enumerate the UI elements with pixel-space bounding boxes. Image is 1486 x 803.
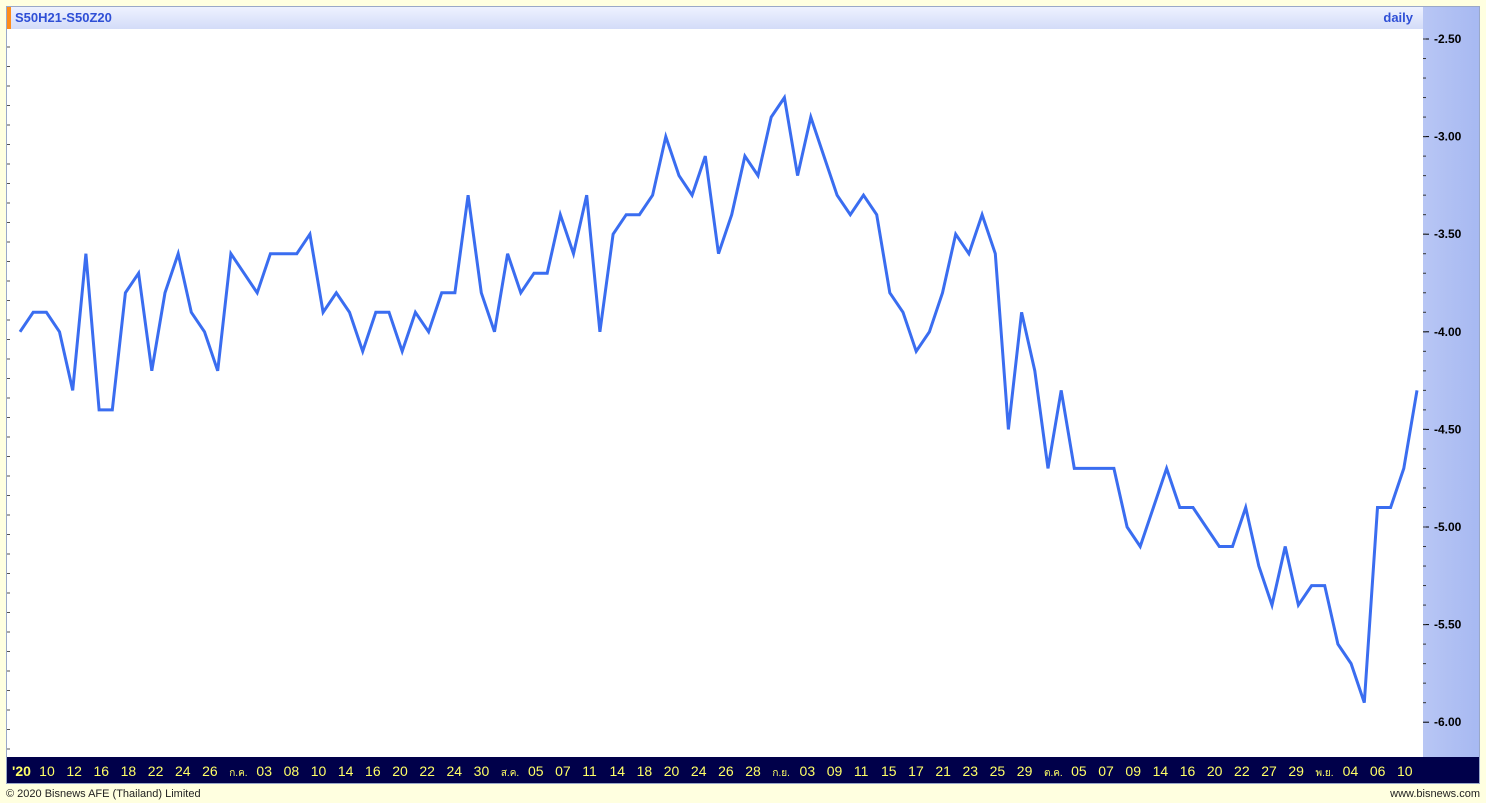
x-tick-label: 10 [39, 763, 55, 779]
x-tick-label: 25 [990, 763, 1006, 779]
x-tick-label: 14 [609, 763, 625, 779]
x-tick-label: 24 [691, 763, 707, 779]
x-tick-label: 20 [664, 763, 680, 779]
x-tick-label: 26 [202, 763, 218, 779]
interval-label: daily [1383, 10, 1413, 25]
y-tick-label: -3.00 [1434, 130, 1462, 144]
x-tick-label: 04 [1343, 763, 1359, 779]
x-tick-label: 11 [854, 763, 869, 779]
x-tick-label: 06 [1370, 763, 1386, 779]
y-tick-label: -4.50 [1434, 422, 1462, 436]
x-tick-label: 29 [1017, 763, 1033, 779]
y-tick-label: -2.50 [1434, 32, 1462, 46]
x-tick-label: 18 [121, 763, 137, 779]
chart-frame: S50H21-S50Z20 daily -2.50 -3.00 -3.50 -4.00… [6, 6, 1480, 784]
x-tick-label: 24 [175, 763, 191, 779]
y-tick-label: -3.50 [1434, 227, 1462, 241]
x-tick-label: 12 [66, 763, 82, 779]
x-tick-label: 17 [908, 763, 924, 779]
x-tick-label: พ.ย. [1316, 768, 1334, 779]
y-tick-label: -5.50 [1434, 618, 1462, 632]
x-tick-label: ส.ค. [501, 768, 519, 779]
x-tick-label: 20 [1207, 763, 1223, 779]
title-accent [7, 7, 11, 29]
x-tick-label: 16 [365, 763, 381, 779]
x-tick-label: 09 [1125, 763, 1141, 779]
series-line [18, 93, 1419, 704]
footer-site-link[interactable]: www.bisnews.com [1390, 788, 1480, 800]
x-tick-label: 11 [582, 763, 597, 779]
x-tick-label: 16 [1180, 763, 1196, 779]
x-tick-label: 05 [1071, 763, 1087, 779]
x-axis-bar [7, 757, 1479, 783]
x-tick-label: 05 [528, 763, 544, 779]
x-tick-label: 30 [474, 763, 490, 779]
x-tick-label: '20 [12, 763, 31, 779]
x-tick-label: ก.ย. [772, 768, 789, 779]
x-tick-label: 29 [1288, 763, 1304, 779]
x-tick-label: 28 [745, 763, 761, 779]
x-tick-label: 27 [1261, 763, 1277, 779]
x-tick-label: 03 [256, 763, 272, 779]
x-tick-label: 24 [447, 763, 463, 779]
footer-copyright: © 2020 Bisnews AFE (Thailand) Limited [6, 788, 201, 800]
x-tick-label: 10 [311, 763, 327, 779]
x-tick-label: 07 [1098, 763, 1114, 779]
plot-area: -2.50 -3.00 -3.50 -4.00 -4.50 -5.00 -5.50 -6.00… [7, 32, 1462, 779]
x-tick-label: 14 [1153, 763, 1169, 779]
x-tick-label: 22 [1234, 763, 1250, 779]
x-tick-label: 16 [93, 763, 109, 779]
x-tick-label: 23 [962, 763, 978, 779]
chart-title-bar: S50H21-S50Z20 daily [7, 7, 1423, 29]
chart-title: S50H21-S50Z20 [15, 10, 112, 25]
y-tick-label: -6.00 [1434, 715, 1462, 729]
x-tick-label: 09 [827, 763, 843, 779]
x-tick-label: 03 [800, 763, 816, 779]
x-tick-label: 14 [338, 763, 354, 779]
y-tick-label: -5.00 [1434, 520, 1462, 534]
x-tick-label: 20 [392, 763, 408, 779]
x-tick-label: 10 [1397, 763, 1413, 779]
x-tick-label: ต.ค. [1044, 768, 1063, 779]
x-tick-label: 08 [284, 763, 300, 779]
y-axis-panel [1423, 7, 1479, 757]
y-tick-label: -4.00 [1434, 325, 1462, 339]
x-tick-label: 22 [419, 763, 435, 779]
x-tick-label: 21 [935, 763, 951, 779]
x-tick-label: 26 [718, 763, 734, 779]
x-tick-label: 07 [555, 763, 571, 779]
x-tick-label: 18 [637, 763, 653, 779]
x-tick-label: 22 [148, 763, 164, 779]
x-tick-label: ก.ค. [229, 768, 247, 779]
x-tick-label: 15 [881, 763, 897, 779]
